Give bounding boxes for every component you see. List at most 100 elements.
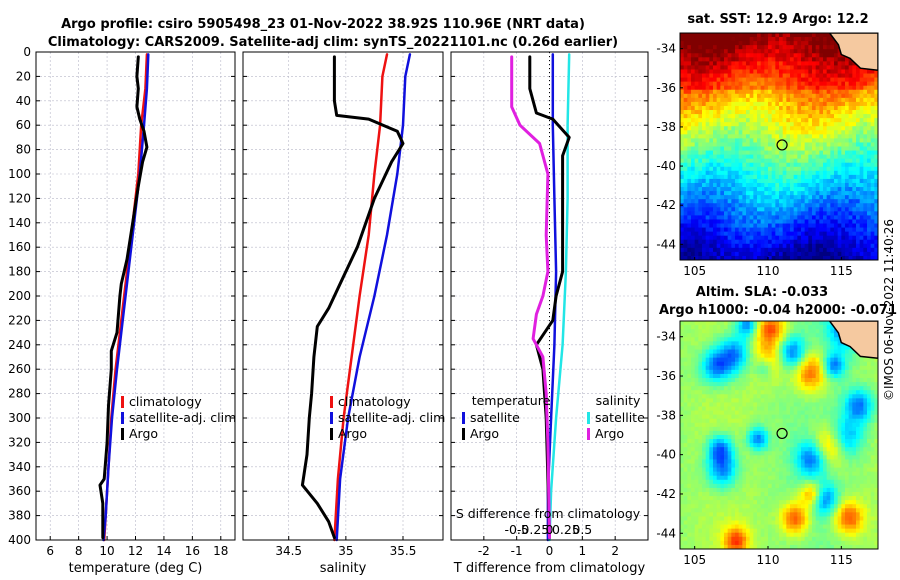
sla-map-y-tick-label: -42 bbox=[656, 487, 676, 501]
difference-series-argo-salinity bbox=[510, 55, 551, 540]
y-tick-label: 20 bbox=[16, 69, 31, 83]
sst-map-y-tick-label: -34 bbox=[656, 42, 676, 56]
difference-legend-item-swatch bbox=[462, 428, 465, 440]
sla-map-field bbox=[680, 321, 878, 549]
y-tick-label: 240 bbox=[8, 338, 31, 352]
sst-map-field bbox=[680, 33, 878, 260]
sla-map-y-tick-label: -36 bbox=[656, 369, 676, 383]
sla-map-x-tick-label: 110 bbox=[757, 553, 780, 567]
difference-s-tick-label: -0.25 bbox=[517, 522, 549, 537]
sla-map-y-tick-label: -40 bbox=[656, 448, 676, 462]
difference-x-tick-label: 1 bbox=[579, 544, 587, 558]
watermark: ©IMOS 06-Nov-2022 11:40:26 bbox=[882, 219, 896, 401]
sst-map-y-tick-label: -36 bbox=[656, 81, 676, 95]
temperature-frame bbox=[35, 51, 236, 541]
difference-frame bbox=[450, 51, 649, 541]
y-tick-label: 0 bbox=[23, 45, 31, 59]
difference-legend-item-swatch bbox=[587, 428, 590, 440]
y-tick-label: 60 bbox=[16, 118, 31, 132]
salinity-legend-item-swatch bbox=[330, 428, 333, 440]
difference-legend-item-label: Argo bbox=[595, 426, 624, 441]
temperature-legend-item-label: climatology bbox=[129, 394, 202, 409]
difference-s-tick-label: 0.25 bbox=[552, 522, 580, 537]
temperature-x-tick-label: 16 bbox=[185, 544, 200, 558]
sst-map-y-tick-label: -38 bbox=[656, 120, 676, 134]
y-tick-label: 400 bbox=[8, 533, 31, 547]
y-tick-label: 200 bbox=[8, 289, 31, 303]
y-tick-label: 40 bbox=[16, 94, 31, 108]
sla-map-frame bbox=[679, 320, 879, 550]
sst-map-panel: sat. SST: 12.9 Argo: 12.2 -34 -36 -38 -40 -42… bbox=[656, 12, 879, 278]
salinity-legend-item-label: satellite-adj. clim bbox=[338, 410, 445, 425]
temperature-x-label: temperature (deg C) bbox=[69, 561, 203, 576]
salinity-legend-item-swatch bbox=[330, 396, 333, 408]
y-tick-label: 120 bbox=[8, 191, 31, 205]
y-tick-label: 300 bbox=[8, 411, 31, 425]
salinity-x-tick-label: 35 bbox=[338, 544, 353, 558]
difference-legend-item-label: satellite bbox=[595, 410, 645, 425]
sla-map-y-tick-label: -44 bbox=[656, 526, 676, 540]
difference-legend-item-label: Argo bbox=[470, 426, 499, 441]
temperature-x-tick-label: 12 bbox=[128, 544, 143, 558]
sst-map-frame bbox=[679, 32, 879, 261]
difference-x-tick-label: -2 bbox=[478, 544, 490, 558]
salinity-series-climatology bbox=[333, 53, 389, 542]
sst-map-argo-marker bbox=[776, 139, 788, 151]
difference-x-label: T difference from climatology bbox=[453, 561, 646, 576]
y-tick-label: 260 bbox=[8, 362, 31, 376]
sla-map-argo-marker bbox=[776, 427, 788, 440]
sla-map-subtitle: Argo h1000: -0.04 h2000: -0.071 bbox=[659, 303, 897, 318]
temperature-x-tick-label: 14 bbox=[156, 544, 171, 558]
temperature-legend-item-label: Argo bbox=[129, 426, 158, 441]
difference-legend-item-swatch bbox=[462, 412, 465, 424]
difference-s-tick-label: 0.5 bbox=[572, 522, 592, 537]
temperature-legend-item-label: satellite-adj. clim bbox=[129, 410, 236, 425]
difference-s-tick-label: -0.5 bbox=[504, 522, 528, 537]
salinity-legend-item-label: climatology bbox=[338, 394, 411, 409]
temperature-x-tick-label: 6 bbox=[46, 544, 54, 558]
salinity-series-argo bbox=[300, 55, 405, 540]
sla-map-panel: Altim. SLA: -0.033 Argo h1000: -0.04 h200… bbox=[656, 285, 897, 567]
difference-legend-item-swatch bbox=[587, 412, 590, 424]
difference-legend-title: temperature bbox=[472, 393, 551, 408]
temperature-series-argo bbox=[98, 55, 149, 540]
sla-map-y-tick-label: -38 bbox=[656, 408, 676, 422]
sst-map-x-tick-label: 115 bbox=[830, 264, 853, 278]
difference-x-tick-label: 2 bbox=[611, 544, 619, 558]
sst-map-y-tick-label: -44 bbox=[656, 237, 676, 251]
figure-title-line1: Argo profile: csiro 5905498_23 01-Nov-20… bbox=[61, 17, 585, 32]
salinity-frame bbox=[242, 51, 444, 541]
sla-map-title: Altim. SLA: -0.033 bbox=[696, 285, 828, 300]
y-tick-label: 80 bbox=[16, 143, 31, 157]
sla-map-y-tick-label: -34 bbox=[656, 330, 676, 344]
difference-legend-title: salinity bbox=[596, 393, 641, 408]
figure-title-line2: Climatology: CARS2009. Satellite-adj cli… bbox=[48, 35, 618, 50]
y-tick-label: 360 bbox=[8, 484, 31, 498]
sst-map-x-tick-label: 105 bbox=[683, 264, 706, 278]
y-tick-label: 220 bbox=[8, 313, 31, 327]
y-tick-label: 340 bbox=[8, 460, 31, 474]
sla-map-land bbox=[828, 321, 878, 360]
difference-x-tick-label: -1 bbox=[511, 544, 523, 558]
temperature-panel: 0 20 40 60 80 100 120 140 160 180 200 220 240 260 280 3… bbox=[8, 45, 236, 576]
salinity-x-label: salinity bbox=[320, 561, 367, 576]
y-tick-label: 140 bbox=[8, 216, 31, 230]
y-tick-label: 320 bbox=[8, 435, 31, 449]
salinity-x-tick-label: 35.5 bbox=[390, 544, 417, 558]
temperature-x-tick-label: 18 bbox=[213, 544, 228, 558]
salinity-legend-item-swatch bbox=[330, 412, 333, 424]
salinity-x-tick-label: 34.5 bbox=[275, 544, 302, 558]
difference-s-tick-label: 0 bbox=[546, 522, 554, 537]
temperature-legend-item-swatch bbox=[121, 428, 124, 440]
y-tick-label: 380 bbox=[8, 509, 31, 523]
temperature-legend-item-swatch bbox=[121, 412, 124, 424]
y-tick-label: 160 bbox=[8, 240, 31, 254]
y-tick-label: 100 bbox=[8, 167, 31, 181]
sla-map-x-tick-label: 115 bbox=[830, 553, 853, 567]
y-tick-label: 280 bbox=[8, 387, 31, 401]
difference-legend-item-label: satellite bbox=[470, 410, 520, 425]
difference-x-tick-label: 0 bbox=[546, 544, 554, 558]
temperature-series-satellite-adj-clim bbox=[102, 53, 150, 542]
temperature-legend-item-swatch bbox=[121, 396, 124, 408]
sst-map-title: sat. SST: 12.9 Argo: 12.2 bbox=[687, 12, 868, 27]
